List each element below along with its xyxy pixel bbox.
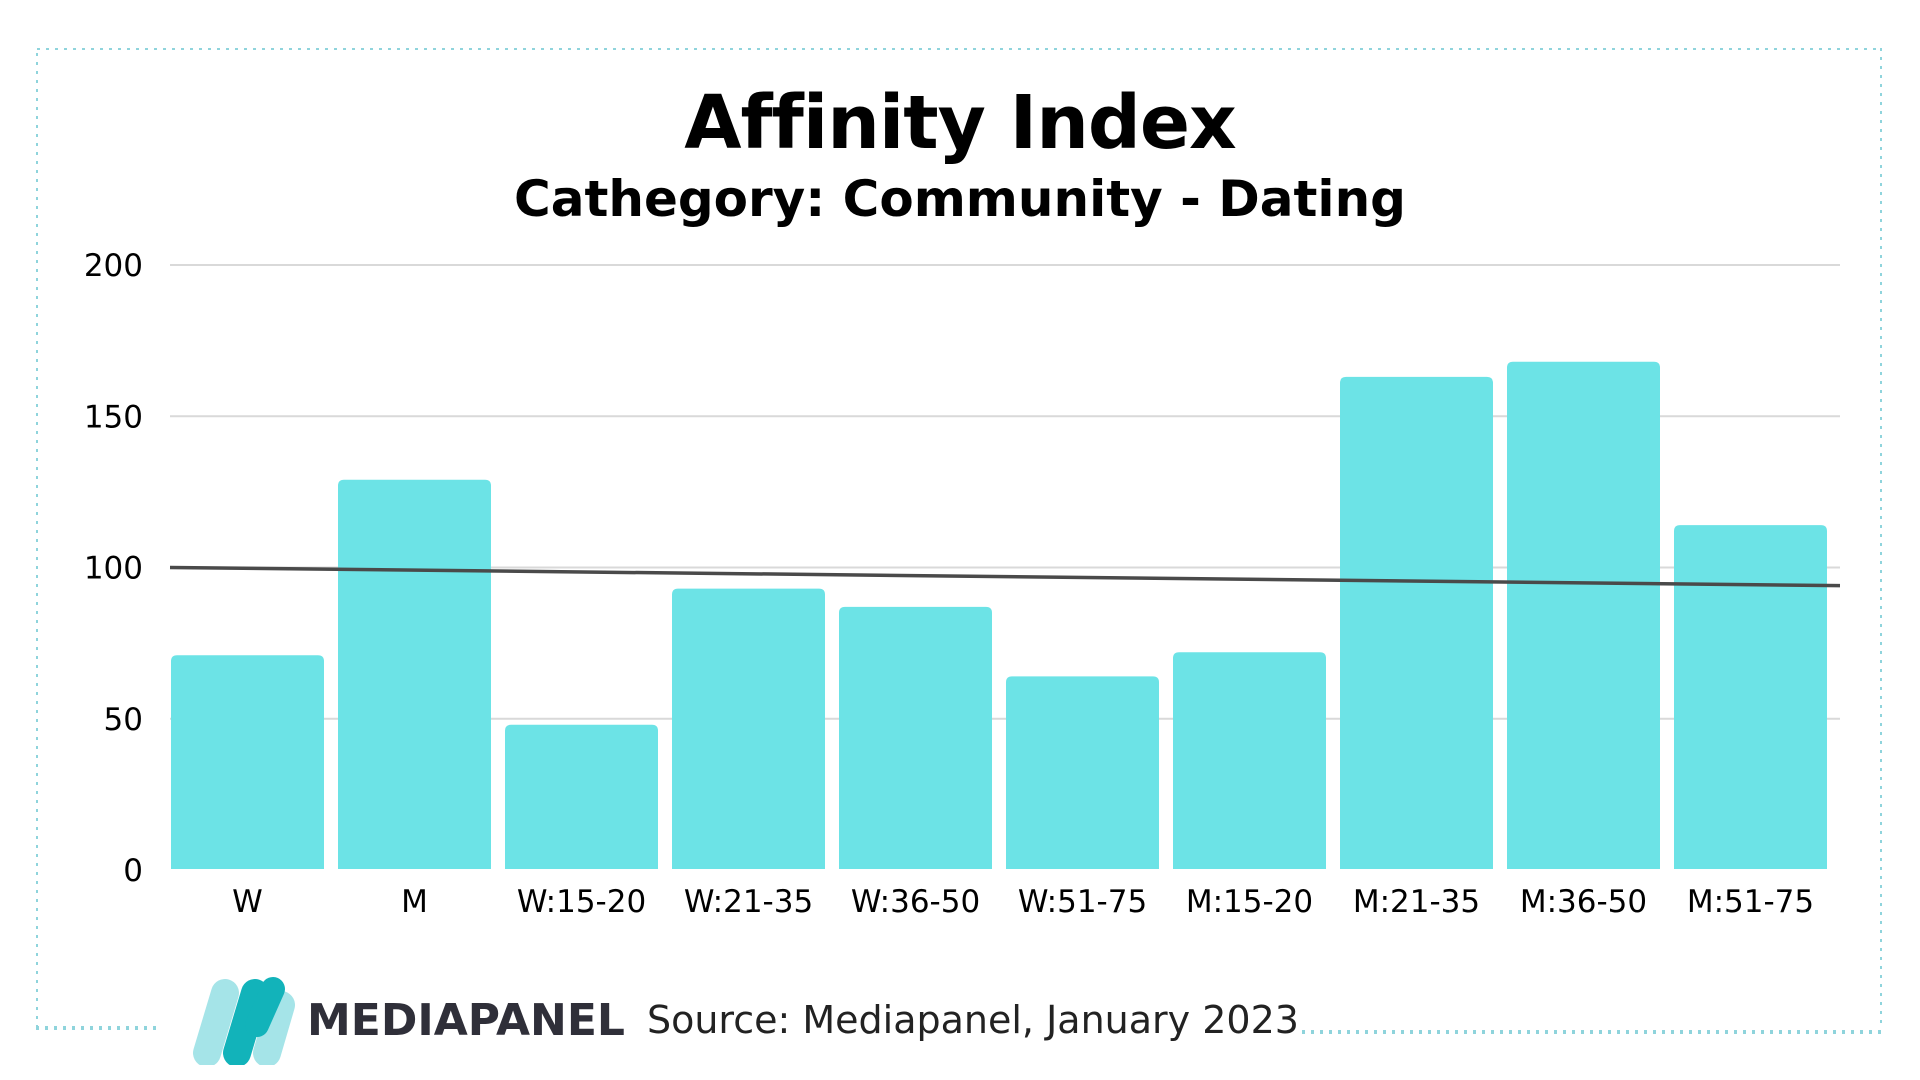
chart-subtitle: Cathegory: Community - Dating (514, 170, 1406, 228)
bar (1674, 525, 1827, 870)
brand-name: MEDIAPANEL (307, 994, 625, 1046)
bar (1340, 376, 1493, 870)
bar (1006, 676, 1159, 870)
bar (171, 655, 324, 870)
bar (672, 588, 825, 870)
source-text: Source: Mediapanel, January 2023 (646, 998, 1299, 1042)
y-tick-label: 100 (84, 551, 143, 587)
x-tick-label: W:21-35 (684, 884, 813, 920)
y-tick-label: 0 (123, 853, 143, 889)
y-tick-label: 150 (84, 399, 143, 435)
bar (839, 606, 992, 870)
y-tick-label: 200 (84, 248, 143, 284)
x-tick-label: M (401, 884, 428, 920)
trend-line (169, 565, 1841, 588)
y-tick-label: 50 (104, 702, 143, 738)
x-tick-label: W (232, 884, 263, 920)
x-tick-label: M:36-50 (1520, 884, 1647, 920)
bar (505, 724, 658, 870)
bar-chart: 0 50 100 150 200 W M W:15-20 W:21-35 W:36-50 W:51-… (84, 248, 1841, 920)
bar (338, 479, 491, 870)
x-tick-label: W:51-75 (1018, 884, 1147, 920)
x-tick-label: M:51-75 (1687, 884, 1814, 920)
x-tick-label: M:15-20 (1186, 884, 1313, 920)
x-tick-label: M:21-35 (1353, 884, 1480, 920)
footer: MEDIAPANEL Source: Mediapanel, January 2… (185, 975, 1299, 1065)
x-tick-label: W:15-20 (517, 884, 646, 920)
mediapanel-logo-icon (193, 977, 295, 1065)
chart-title: Affinity Index (684, 80, 1237, 166)
bar (1173, 652, 1326, 870)
bar (1507, 361, 1660, 870)
x-tick-label: W:36-50 (851, 884, 980, 920)
